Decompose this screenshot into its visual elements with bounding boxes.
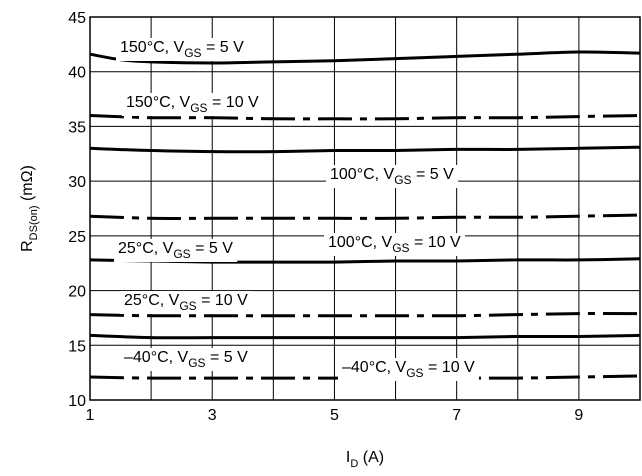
series-label: 150°C, VGS = 10 V <box>122 93 264 116</box>
series-label-background <box>120 348 253 371</box>
y-tick-label: 20 <box>68 284 86 301</box>
series-label-background <box>114 239 238 262</box>
series-label-background <box>116 38 249 61</box>
series-line <box>89 50 641 65</box>
series-line <box>89 312 641 318</box>
x-axis-title: ID (A) <box>346 449 384 470</box>
y-axis-title: RDS(on) (mΩ) <box>19 165 40 252</box>
y-tick-label: 10 <box>68 393 86 410</box>
series-label: 150°C, VGS = 5 V <box>116 38 249 61</box>
y-tick-label: 15 <box>68 338 86 355</box>
series-label: 100°C, VGS = 5 V <box>326 165 459 188</box>
series-label: 25°C, VGS = 10 V <box>120 291 253 314</box>
series-label-text: –40°C, VGS = 5 V <box>124 349 248 370</box>
series-label-text: 100°C, VGS = 10 V <box>328 234 461 255</box>
series-label-background <box>122 93 264 116</box>
y-tick-label: 40 <box>68 65 86 82</box>
series-line <box>89 213 641 220</box>
series-label-text: 150°C, VGS = 10 V <box>126 94 259 115</box>
series-label-text: 25°C, VGS = 10 V <box>124 292 248 313</box>
x-tick-label: 9 <box>574 407 583 424</box>
series-line <box>89 333 641 340</box>
x-tick-label: 7 <box>452 407 461 424</box>
series-line <box>89 114 641 121</box>
y-tick-label: 45 <box>68 10 86 27</box>
grid <box>90 17 640 400</box>
series-label-text: 150°C, VGS = 5 V <box>120 39 244 60</box>
y-tick-label: 35 <box>68 119 86 136</box>
series-labels: 150°C, VGS = 5 V 150°C, VGS = 10 V 100°C, … <box>114 38 480 381</box>
x-tick-label: 5 <box>330 407 339 424</box>
y-tick-label: 30 <box>68 174 86 191</box>
series-label-text: 25°C, VGS = 5 V <box>118 240 233 261</box>
series-label: 100°C, VGS = 10 V <box>324 233 466 256</box>
series-line <box>89 145 641 154</box>
series-label-background <box>120 291 253 314</box>
series-label-text: –40°C, VGS = 10 V <box>342 359 475 380</box>
series-label-background <box>324 233 466 256</box>
series-label-background <box>338 358 480 381</box>
y-tick-label: 25 <box>68 229 86 246</box>
series-label: –40°C, VGS = 10 V <box>338 358 480 381</box>
series-label-background <box>326 165 459 188</box>
x-tick-label: 3 <box>208 407 217 424</box>
series-label-text: 100°C, VGS = 5 V <box>330 166 454 187</box>
series-label: –40°C, VGS = 5 V <box>120 348 253 371</box>
x-tick-label: 1 <box>86 407 95 424</box>
plot-frame <box>89 16 641 401</box>
series-label: 25°C, VGS = 5 V <box>114 239 238 262</box>
